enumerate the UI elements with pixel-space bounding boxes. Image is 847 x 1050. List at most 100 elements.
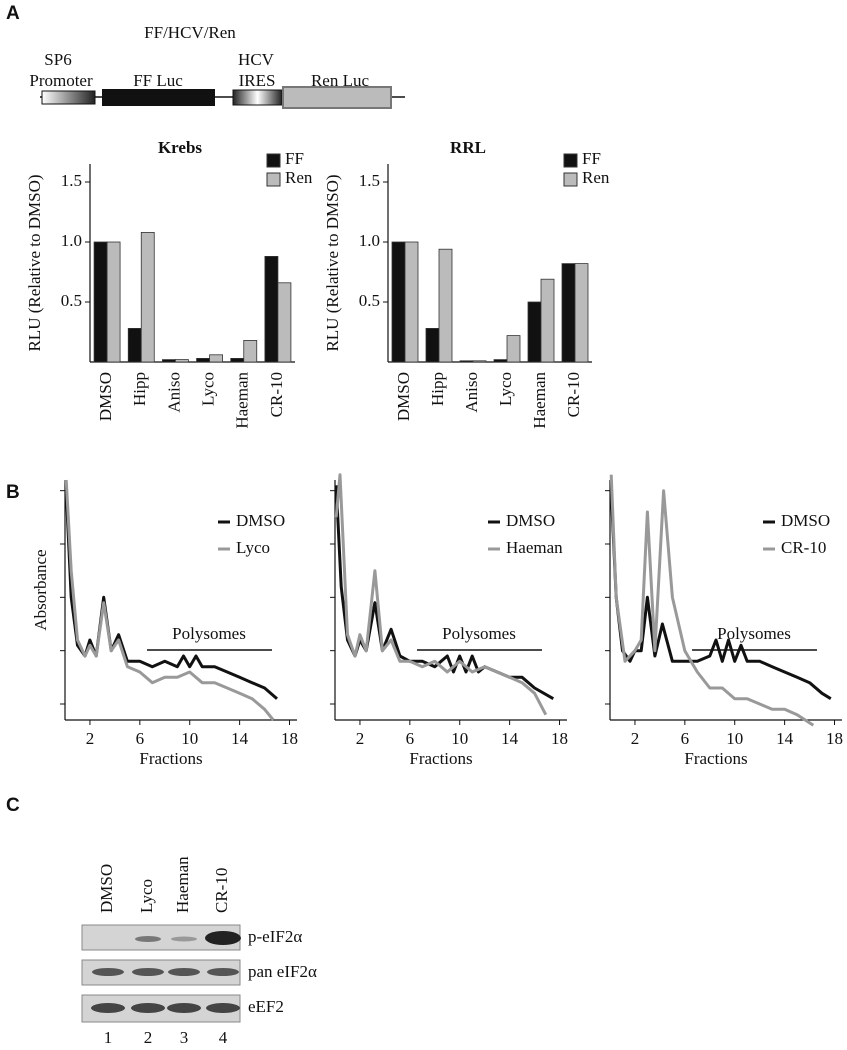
bar xyxy=(438,248,453,363)
bar xyxy=(540,278,555,363)
band-label: p-eIF2α xyxy=(248,927,302,946)
construct-label: SP6 xyxy=(44,50,71,69)
x-tick-label: CR-10 xyxy=(267,372,286,417)
construct-label: Promoter xyxy=(29,71,93,90)
x-tick-label: Lyco xyxy=(496,372,515,406)
construct-label: IRES xyxy=(239,71,276,90)
x-axis-label: Fractions xyxy=(409,749,472,768)
y-axis-label: Absorbance xyxy=(31,549,50,630)
data-line xyxy=(334,473,548,716)
bar xyxy=(527,301,542,363)
chart-title: Krebs xyxy=(158,138,202,157)
panel-label: A xyxy=(6,3,20,24)
lane-number: 2 xyxy=(144,1028,153,1047)
bar xyxy=(391,241,406,363)
bar xyxy=(93,241,108,363)
legend-label: FF xyxy=(582,149,601,168)
x-tick-label: CR-10 xyxy=(564,372,583,417)
x-tick-label: 6 xyxy=(136,729,145,748)
legend-label: DMSO xyxy=(781,511,830,530)
panel-label: B xyxy=(6,482,20,503)
x-tick-label: 2 xyxy=(86,729,95,748)
bar xyxy=(493,359,508,363)
x-tick-label: Aniso xyxy=(462,372,481,413)
lane-label: Lyco xyxy=(137,879,156,913)
construct-name: FF/HCV/Ren xyxy=(144,23,236,42)
bar xyxy=(264,255,279,363)
x-tick-label: 10 xyxy=(451,729,468,748)
legend-label: DMSO xyxy=(236,511,285,530)
chart-title: RRL xyxy=(450,138,486,157)
bar xyxy=(230,357,245,363)
y-tick-label: 1.0 xyxy=(61,231,82,250)
data-line xyxy=(64,479,275,721)
y-tick-label: 1.5 xyxy=(61,171,82,190)
legend-label: Ren xyxy=(582,168,610,187)
bar xyxy=(561,263,576,363)
bar xyxy=(425,327,440,363)
x-tick-label: 14 xyxy=(501,729,519,748)
y-axis-label: RLU (Relative to DMSO) xyxy=(25,174,44,351)
x-tick-label: Haeman xyxy=(530,372,549,429)
x-tick-label: 10 xyxy=(181,729,198,748)
legend-label: CR-10 xyxy=(781,538,826,557)
bar xyxy=(459,360,474,363)
annotation: Polysomes xyxy=(717,624,791,643)
x-tick-label: Hipp xyxy=(130,372,149,406)
x-tick-label: 14 xyxy=(776,729,794,748)
lane-label: CR-10 xyxy=(212,868,231,913)
x-tick-label: 6 xyxy=(681,729,690,748)
band-label: pan eIF2α xyxy=(248,962,317,981)
bar xyxy=(472,360,487,363)
x-tick-label: 10 xyxy=(726,729,743,748)
construct-label: Ren Luc xyxy=(311,71,370,90)
y-tick-label: 0.5 xyxy=(359,291,380,310)
x-tick-label: 14 xyxy=(231,729,249,748)
legend-swatch xyxy=(266,153,281,168)
ren-box xyxy=(282,86,392,109)
x-tick-label: Lyco xyxy=(198,372,217,406)
annotation: Polysomes xyxy=(442,624,516,643)
bar xyxy=(243,339,258,363)
x-tick-label: 6 xyxy=(406,729,415,748)
lane-number: 1 xyxy=(104,1028,113,1047)
bar xyxy=(106,241,121,363)
y-tick-label: 1.0 xyxy=(359,231,380,250)
bar xyxy=(506,335,521,363)
x-tick-label: 18 xyxy=(826,729,843,748)
x-tick-label: 2 xyxy=(356,729,365,748)
lane-label: Haeman xyxy=(173,856,192,913)
blot xyxy=(81,924,241,1023)
bar xyxy=(162,359,176,363)
bar xyxy=(277,282,292,363)
lane-number: 4 xyxy=(219,1028,228,1047)
x-axis-label: Fractions xyxy=(684,749,747,768)
bar xyxy=(574,263,589,363)
y-tick-label: 0.5 xyxy=(61,291,82,310)
legend-label: DMSO xyxy=(506,511,555,530)
x-tick-label: Hipp xyxy=(428,372,447,406)
annotation: Polysomes xyxy=(172,624,246,643)
ff-box xyxy=(102,89,215,106)
x-tick-label: Haeman xyxy=(233,372,252,429)
construct-label: HCV xyxy=(238,50,275,69)
lane-label: DMSO xyxy=(97,864,116,913)
panel-label: C xyxy=(6,795,20,816)
legend-swatch xyxy=(563,153,578,168)
band-label: eEF2 xyxy=(248,997,284,1016)
legend-label: Ren xyxy=(285,168,313,187)
y-tick-label: 1.5 xyxy=(359,171,380,190)
y-axis-label: RLU (Relative to DMSO) xyxy=(323,174,342,351)
legend-swatch xyxy=(563,172,578,187)
x-axis-label: Fractions xyxy=(139,749,202,768)
x-tick-label: DMSO xyxy=(96,372,115,421)
bar xyxy=(404,241,419,363)
bar xyxy=(127,327,142,363)
promoter-box xyxy=(41,90,96,105)
bar xyxy=(196,357,210,363)
bar xyxy=(175,359,189,363)
lane-number: 3 xyxy=(180,1028,189,1047)
ires-box xyxy=(232,89,283,106)
bar xyxy=(140,231,155,363)
